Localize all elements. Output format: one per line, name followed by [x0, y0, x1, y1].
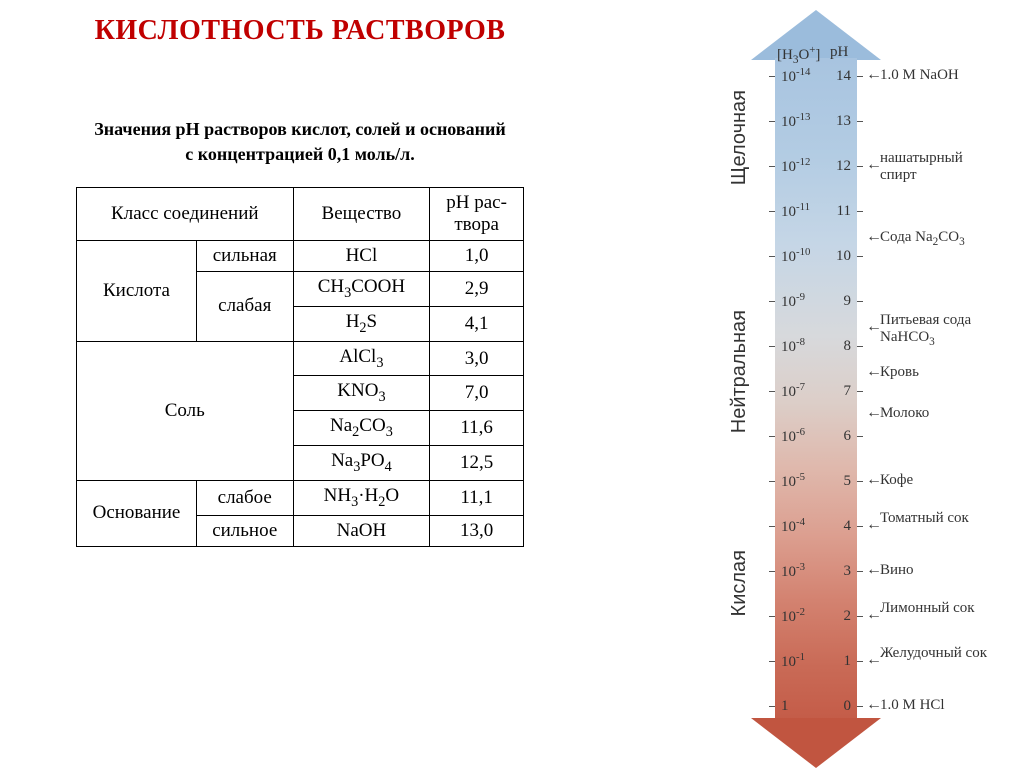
ph-label: нашатырный спирт: [880, 150, 1000, 183]
zone-alkaline: Щелочная: [728, 90, 751, 185]
ph-label: Томатный сок: [880, 510, 969, 527]
ph-label: Молоко: [880, 405, 929, 422]
ph-label: Вино: [880, 562, 914, 579]
zone-neutral: Нейтральная: [728, 310, 751, 433]
h3o-header: [H3O+]: [777, 44, 820, 66]
ph-label: 1.0 M HCl: [880, 697, 945, 714]
arrow-down-icon: [751, 718, 881, 768]
ph-label: Кофе: [880, 472, 913, 489]
ph-label: 1.0 M NaOH: [880, 67, 959, 84]
ph-scale-diagram: [H3O+] pH 10-141410-131310-121210-111110…: [580, 10, 1000, 750]
zone-acidic: Кислая: [728, 550, 751, 616]
ph-label: Лимонный сок: [880, 600, 975, 617]
ph-table: Класс соединенийВеществоpH рас-твораКисл…: [76, 187, 524, 546]
ph-label: Кровь: [880, 364, 919, 381]
ph-header: pH: [830, 44, 848, 61]
main-title: КИСЛОТНОСТЬ РАСТВОРОВ: [20, 15, 580, 47]
ph-label: Желудочный сок: [880, 645, 987, 662]
table-caption: Значения pH растворов кислот, солей и ос…: [20, 117, 580, 167]
ph-label: Питьевая сода NaHCO3: [880, 312, 1000, 348]
ph-label: Сода Na2CO3: [880, 229, 965, 248]
